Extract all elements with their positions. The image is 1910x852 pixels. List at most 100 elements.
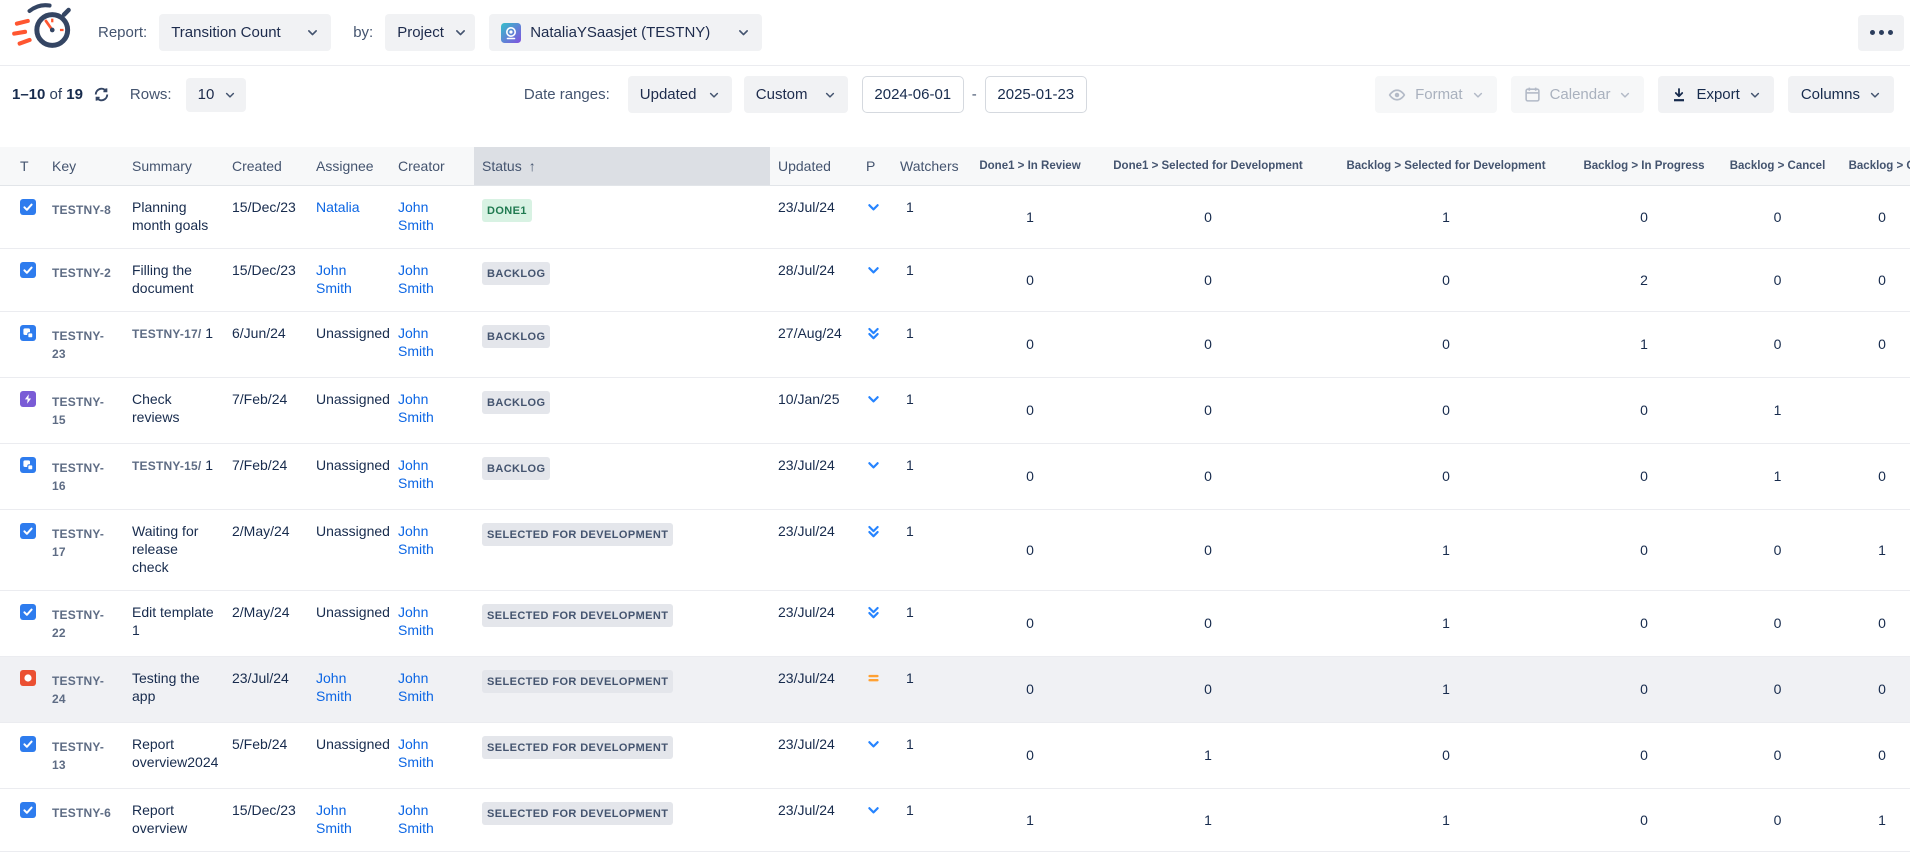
date-from-input[interactable]: 2024-06-01: [862, 76, 964, 113]
column-label: Key: [52, 158, 76, 174]
table-row[interactable]: TESTNY-17Waiting for release check2/May/…: [0, 509, 1910, 590]
summary-text: Planning month goals: [132, 199, 208, 233]
parent-key: TESTNY-17/: [132, 327, 201, 341]
created-cell: 6/Jun/24: [224, 311, 308, 377]
transition-count-cell: 0: [966, 509, 1094, 590]
assignee-cell[interactable]: Natalia: [308, 185, 390, 248]
more-icon: [1888, 30, 1893, 35]
column-header-assignee[interactable]: Assignee: [308, 147, 390, 185]
table-row[interactable]: TESTNY-24Testing the app23/Jul/24John Sm…: [0, 656, 1910, 722]
column-header-backlog-o[interactable]: Backlog > O: [1837, 147, 1910, 185]
transition-count-cell: 0: [966, 656, 1094, 722]
transition-count-cell: 0: [1094, 377, 1322, 443]
summary-text: Filling the document: [132, 262, 193, 296]
column-header-watchers[interactable]: Watchers: [892, 147, 966, 185]
assignee-cell[interactable]: John Smith: [308, 248, 390, 311]
status-cell: DONE1: [474, 185, 770, 248]
creator-cell[interactable]: John Smith: [390, 248, 474, 311]
table-row[interactable]: TESTNY-13Report overview20245/Feb/24Unas…: [0, 722, 1910, 788]
issue-type-cell: [0, 443, 44, 509]
column-label: Backlog > O: [1849, 160, 1910, 172]
top-bar: Report: Transition Count by: Project Nat…: [0, 0, 1910, 66]
summary-text: 1: [205, 325, 213, 341]
issue-summary: TESTNY-15/ 1: [124, 443, 224, 509]
table-row[interactable]: TESTNY-2Filling the document15/Dec/23Joh…: [0, 248, 1910, 311]
creator-cell[interactable]: John Smith: [390, 590, 474, 656]
date-field-select[interactable]: Updated: [628, 76, 732, 113]
project-select[interactable]: NataliaYSaasjet (TESTNY): [489, 14, 762, 51]
created-cell: 2/May/24: [224, 509, 308, 590]
status-cell: SELECTED FOR DEVELOPMENT: [474, 590, 770, 656]
issue-key: TESTNY-16: [44, 443, 124, 509]
column-header-backlog-selected-for-development[interactable]: Backlog > Selected for Development: [1322, 147, 1570, 185]
transition-count-cell: 0: [966, 311, 1094, 377]
creator-cell[interactable]: John Smith: [390, 722, 474, 788]
issue-summary: Report overview: [124, 788, 224, 851]
column-header-p[interactable]: P: [858, 147, 892, 185]
date-to-input[interactable]: 2025-01-23: [985, 76, 1087, 113]
column-header-t[interactable]: T: [0, 147, 44, 185]
watchers-cell: 1: [892, 509, 966, 590]
rows-select[interactable]: 10: [186, 78, 246, 112]
transition-count-cell: 0: [1718, 656, 1837, 722]
creator-cell[interactable]: John Smith: [390, 185, 474, 248]
watchers-cell: 1: [892, 788, 966, 851]
column-header-backlog-cancel[interactable]: Backlog > Cancel: [1718, 147, 1837, 185]
transition-count-cell: 0: [1718, 248, 1837, 311]
columns-button[interactable]: Columns: [1788, 76, 1894, 113]
priority-cell: [858, 509, 892, 590]
issue-type-cell: [0, 788, 44, 851]
creator-cell[interactable]: John Smith: [390, 311, 474, 377]
format-button[interactable]: Format: [1375, 76, 1497, 113]
export-button[interactable]: Export: [1658, 76, 1773, 113]
column-header-backlog-in-progress[interactable]: Backlog > In Progress: [1570, 147, 1718, 185]
column-header-summary[interactable]: Summary: [124, 147, 224, 185]
transition-count-cell: 1: [1322, 656, 1570, 722]
assignee-cell: Unassigned: [308, 509, 390, 590]
date-mode-select[interactable]: Custom: [744, 76, 848, 113]
transition-count-cell: 0: [1094, 656, 1322, 722]
priority-cell: [858, 590, 892, 656]
updated-cell: 23/Jul/24: [770, 788, 858, 851]
report-select[interactable]: Transition Count: [159, 14, 331, 51]
priority-low-icon: [866, 263, 881, 278]
issue-type-cell: [0, 590, 44, 656]
created-cell: 2/May/24: [224, 590, 308, 656]
creator-cell[interactable]: John Smith: [390, 656, 474, 722]
column-header-done1-selected-for-development[interactable]: Done1 > Selected for Development: [1094, 147, 1322, 185]
table-row[interactable]: TESTNY-23TESTNY-17/ 16/Jun/24UnassignedJ…: [0, 311, 1910, 377]
table-row[interactable]: TESTNY-22Edit template 12/May/24Unassign…: [0, 590, 1910, 656]
table-row[interactable]: TESTNY-6Report overview15/Dec/23John Smi…: [0, 788, 1910, 851]
creator-cell[interactable]: John Smith: [390, 509, 474, 590]
column-header-updated[interactable]: Updated: [770, 147, 858, 185]
priority-lowest-icon: [866, 605, 881, 620]
table-row[interactable]: TESTNY-8Planning month goals15/Dec/23Nat…: [0, 185, 1910, 248]
issue-summary: Waiting for release check: [124, 509, 224, 590]
column-header-status[interactable]: Status↑: [474, 147, 770, 185]
watchers-cell: 1: [892, 185, 966, 248]
column-header-key[interactable]: Key: [44, 147, 124, 185]
priority-low-icon: [866, 200, 881, 215]
assignee-cell[interactable]: John Smith: [308, 788, 390, 851]
more-button[interactable]: [1858, 15, 1904, 51]
column-header-created[interactable]: Created: [224, 147, 308, 185]
transition-count-cell: 0: [966, 248, 1094, 311]
calendar-button[interactable]: Calendar: [1511, 76, 1645, 113]
creator-cell[interactable]: John Smith: [390, 788, 474, 851]
watchers-cell: 1: [892, 656, 966, 722]
transition-count-cell: 0: [1570, 509, 1718, 590]
column-header-creator[interactable]: Creator: [390, 147, 474, 185]
table-row[interactable]: TESTNY-15Check reviews7/Feb/24Unassigned…: [0, 377, 1910, 443]
transition-count-cell: 1: [1322, 509, 1570, 590]
creator-cell[interactable]: John Smith: [390, 443, 474, 509]
transition-count-cell: 1: [1837, 788, 1910, 851]
transition-count-cell: 0: [1570, 788, 1718, 851]
created-cell: 23/Jul/24: [224, 656, 308, 722]
creator-cell[interactable]: John Smith: [390, 377, 474, 443]
by-select[interactable]: Project: [385, 14, 475, 51]
column-label: Backlog > Cancel: [1730, 160, 1826, 172]
assignee-cell[interactable]: John Smith: [308, 656, 390, 722]
refresh-icon[interactable]: [93, 86, 110, 103]
table-row[interactable]: TESTNY-16TESTNY-15/ 17/Feb/24UnassignedJ…: [0, 443, 1910, 509]
column-header-done1-in-review[interactable]: Done1 > In Review: [966, 147, 1094, 185]
